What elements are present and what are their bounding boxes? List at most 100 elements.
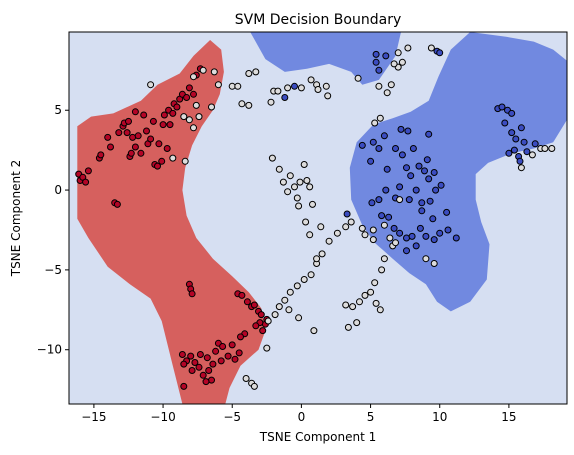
neutral-data-point-25 xyxy=(279,178,287,186)
neutral-data-point-95 xyxy=(398,58,406,66)
red-data-point-22 xyxy=(137,149,145,157)
blue-data-point-22 xyxy=(425,175,433,183)
blue-data-point-15 xyxy=(409,145,417,152)
blue-data-point-4 xyxy=(372,58,380,66)
red-data-point-78 xyxy=(178,351,186,358)
neutral-data-point-58 xyxy=(344,323,352,331)
blue-data-point-35 xyxy=(378,212,386,220)
red-data-point-24 xyxy=(143,127,150,135)
blue-data-point-19 xyxy=(415,162,423,170)
red-data-point-75 xyxy=(191,359,199,366)
neutral-data-point-61 xyxy=(356,298,363,306)
blue-decision-region-1 xyxy=(250,32,401,85)
red-data-point-4 xyxy=(84,167,92,175)
neutral-data-point-76 xyxy=(386,234,394,242)
neutral-data-point-75 xyxy=(380,221,388,229)
neutral-data-point-41 xyxy=(342,223,350,231)
neutral-data-point-22 xyxy=(181,157,189,165)
red-data-point-69 xyxy=(224,352,232,360)
blue-data-point-68 xyxy=(516,157,524,165)
neutral-data-point-89 xyxy=(354,74,362,82)
x-tick-label: 0 xyxy=(298,410,306,424)
neutral-data-point-94 xyxy=(390,60,398,68)
neutral-data-point-97 xyxy=(404,44,412,52)
neutral-data-point-67 xyxy=(378,266,386,274)
red-data-point-26 xyxy=(147,135,155,143)
neutral-data-point-0 xyxy=(147,81,155,89)
neutral-data-point-21 xyxy=(169,154,177,162)
neutral-data-point-91 xyxy=(383,89,391,97)
red-data-point-23 xyxy=(140,111,148,119)
red-data-point-65 xyxy=(219,343,227,350)
red-data-point-71 xyxy=(212,347,220,355)
x-tick-label: 10 xyxy=(432,410,447,424)
red-data-point-39 xyxy=(173,103,181,111)
red-data-point-76 xyxy=(187,352,195,360)
red-data-point-67 xyxy=(235,349,243,357)
x-axis-ticks: −15 −10 −5 0 5 10 15 xyxy=(81,404,517,424)
x-tick-label: −15 xyxy=(81,410,106,424)
red-data-point-85 xyxy=(202,378,210,386)
neutral-data-point-2 xyxy=(190,73,197,81)
y-tick-label: −5 xyxy=(44,263,62,277)
blue-data-point-36 xyxy=(385,213,393,221)
data-points xyxy=(75,44,556,390)
neutral-data-point-39 xyxy=(325,237,333,245)
neutral-data-point-47 xyxy=(293,282,301,290)
red-data-point-11 xyxy=(115,129,123,137)
red-data-point-8 xyxy=(107,143,114,151)
blue-data-point-13 xyxy=(397,125,405,133)
blue-data-point-42 xyxy=(422,232,430,240)
neutral-data-point-38 xyxy=(317,223,325,231)
neutral-data-point-19 xyxy=(180,113,188,121)
neutral-data-point-40 xyxy=(333,229,341,237)
red-data-point-6 xyxy=(97,151,105,159)
red-data-point-49 xyxy=(188,290,196,298)
red-data-point-20 xyxy=(131,108,139,116)
neutral-data-point-24 xyxy=(275,165,283,173)
blue-data-point-28 xyxy=(412,186,420,194)
red-data-point-66 xyxy=(228,341,236,349)
neutral-data-point-106 xyxy=(517,164,525,172)
blue-data-point-54 xyxy=(436,49,444,57)
blue-data-point-26 xyxy=(426,197,434,205)
blue-data-point-33 xyxy=(375,196,383,204)
neutral-data-point-45 xyxy=(307,271,315,279)
neutral-data-point-83 xyxy=(297,84,305,92)
neutral-data-point-43 xyxy=(318,250,326,258)
neutral-data-point-27 xyxy=(286,172,294,180)
blue-data-point-0 xyxy=(281,94,289,101)
neutral-data-point-62 xyxy=(361,291,369,299)
neutral-data-point-57 xyxy=(342,301,350,309)
neutral-data-point-33 xyxy=(306,183,314,191)
x-tick-label: 5 xyxy=(367,410,375,424)
blue-data-point-38 xyxy=(396,229,404,237)
red-data-point-82 xyxy=(199,371,207,379)
neutral-data-point-12 xyxy=(267,98,275,106)
neutral-data-point-82 xyxy=(263,344,271,352)
neutral-data-point-55 xyxy=(310,327,318,335)
blue-data-point-1 xyxy=(291,82,298,90)
neutral-data-point-68 xyxy=(380,255,388,263)
blue-data-point-46 xyxy=(452,234,460,242)
blue-data-point-30 xyxy=(396,183,404,191)
red-data-point-80 xyxy=(188,367,196,374)
blue-data-point-58 xyxy=(508,109,516,117)
blue-data-point-27 xyxy=(418,199,426,207)
plot-frame xyxy=(68,31,568,405)
neutral-data-point-63 xyxy=(367,288,375,296)
neutral-data-point-42 xyxy=(347,218,355,226)
blue-data-point-12 xyxy=(392,145,399,152)
red-data-point-17 xyxy=(127,149,135,157)
red-data-point-27 xyxy=(149,117,157,125)
neutral-data-point-13 xyxy=(245,101,253,109)
blue-data-point-69 xyxy=(531,140,539,148)
neutral-data-point-28 xyxy=(291,183,298,191)
blue-data-point-3 xyxy=(372,50,380,58)
neutral-data-point-79 xyxy=(242,375,250,382)
x-tick-label: −5 xyxy=(223,410,241,424)
blue-data-point-29 xyxy=(405,196,413,204)
blue-decision-region-2 xyxy=(349,32,567,312)
neutral-data-point-50 xyxy=(275,303,283,311)
neutral-data-point-7 xyxy=(245,70,253,77)
